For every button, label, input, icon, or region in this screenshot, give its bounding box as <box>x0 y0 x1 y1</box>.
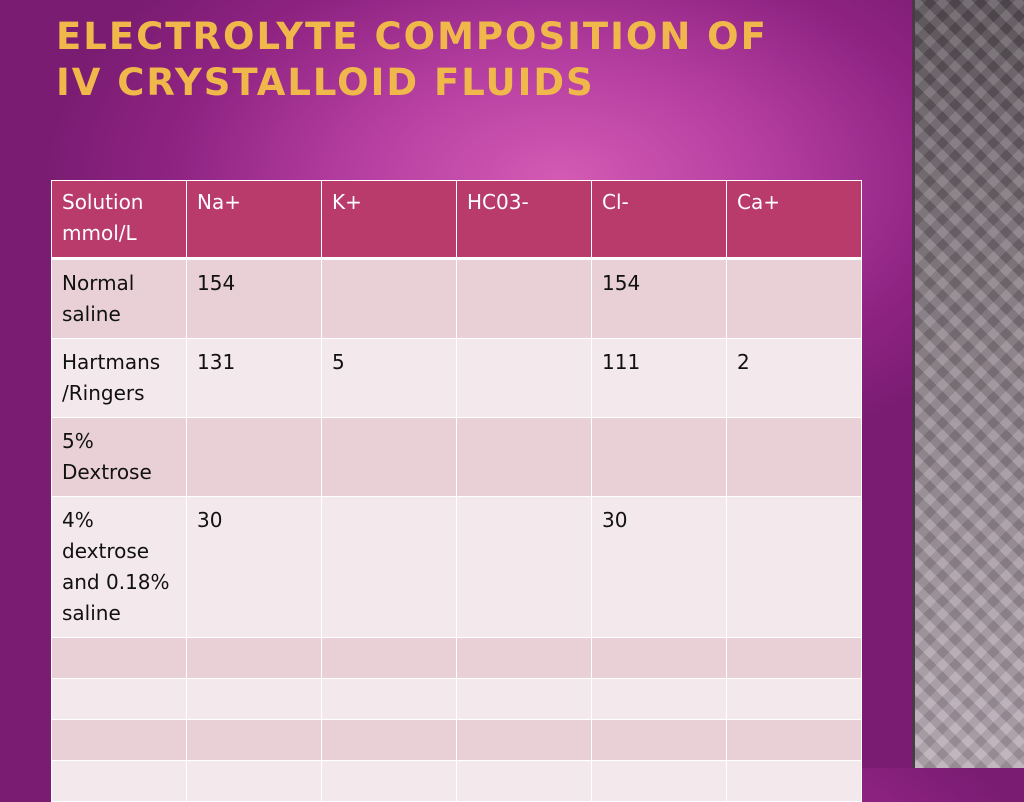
table-cell <box>591 719 727 761</box>
table-cell: 4% dextrose and 0.18% saline <box>51 496 187 638</box>
table-cell <box>321 258 457 339</box>
table-cell: 2 <box>726 338 862 418</box>
table-row <box>51 637 862 679</box>
table-cell <box>51 637 187 679</box>
table-cell <box>726 637 862 679</box>
table-cell <box>726 719 862 761</box>
table-row <box>51 719 862 761</box>
title-line-2: IV CRYSTALLOID FLUIDS <box>56 61 595 104</box>
table-cell: 30 <box>186 496 322 638</box>
table-cell <box>456 637 592 679</box>
table-row: 4% dextrose and 0.18% saline 30 30 <box>51 496 862 638</box>
header-k: K+ <box>321 180 457 260</box>
table-cell <box>726 417 862 497</box>
table-cell: 5% Dextrose <box>51 417 187 497</box>
header-na: Na+ <box>186 180 322 260</box>
table-cell <box>186 719 322 761</box>
table-cell: 5 <box>321 338 457 418</box>
table-header-row: Solution mmol/L Na+ K+ HC03- Cl- Ca+ <box>51 180 862 260</box>
header-cl: Cl- <box>591 180 727 260</box>
table-cell: 30 <box>591 496 727 638</box>
table-cell <box>726 496 862 638</box>
table-cell <box>456 417 592 497</box>
table-cell: 111 <box>591 338 727 418</box>
header-hco3: HC03- <box>456 180 592 260</box>
header-ca: Ca+ <box>726 180 862 260</box>
table-cell <box>456 760 592 802</box>
table-cell <box>591 417 727 497</box>
side-panel-divider <box>912 0 915 768</box>
table-cell: 131 <box>186 338 322 418</box>
table-cell <box>456 678 592 720</box>
table-cell <box>321 760 457 802</box>
table-cell <box>186 760 322 802</box>
slide-title: ELECTROLYTE COMPOSITION OF IV CRYSTALLOI… <box>56 14 906 106</box>
table-row <box>51 678 862 720</box>
table-cell <box>456 338 592 418</box>
table-cell <box>321 496 457 638</box>
table-cell: Hartmans /Ringers <box>51 338 187 418</box>
table-cell <box>321 637 457 679</box>
table-row: 5% Dextrose <box>51 417 862 497</box>
electrolyte-table: Solution mmol/L Na+ K+ HC03- Cl- Ca+ Nor… <box>51 180 862 802</box>
table-cell <box>456 258 592 339</box>
table-cell: 154 <box>186 258 322 339</box>
table-cell <box>456 719 592 761</box>
table-cell <box>726 678 862 720</box>
table-row: Normal saline 154 154 <box>51 258 862 339</box>
table-cell <box>186 678 322 720</box>
decorative-side-panel <box>912 0 1024 768</box>
table-cell <box>321 719 457 761</box>
table-cell <box>591 760 727 802</box>
table-cell <box>186 417 322 497</box>
table-row: Hartmans /Ringers 131 5 111 2 <box>51 338 862 418</box>
table-cell <box>321 678 457 720</box>
table-cell: Normal saline <box>51 258 187 339</box>
table-cell <box>591 637 727 679</box>
table-cell: 154 <box>591 258 727 339</box>
table-row <box>51 760 862 802</box>
table-cell <box>51 719 187 761</box>
table-cell <box>456 496 592 638</box>
table-cell <box>321 417 457 497</box>
header-solution: Solution mmol/L <box>51 180 187 260</box>
table-cell <box>726 258 862 339</box>
table-cell <box>591 678 727 720</box>
table-cell <box>51 760 187 802</box>
table-cell <box>726 760 862 802</box>
table-cell <box>186 637 322 679</box>
table-cell <box>51 678 187 720</box>
title-line-1: ELECTROLYTE COMPOSITION OF <box>56 15 768 58</box>
